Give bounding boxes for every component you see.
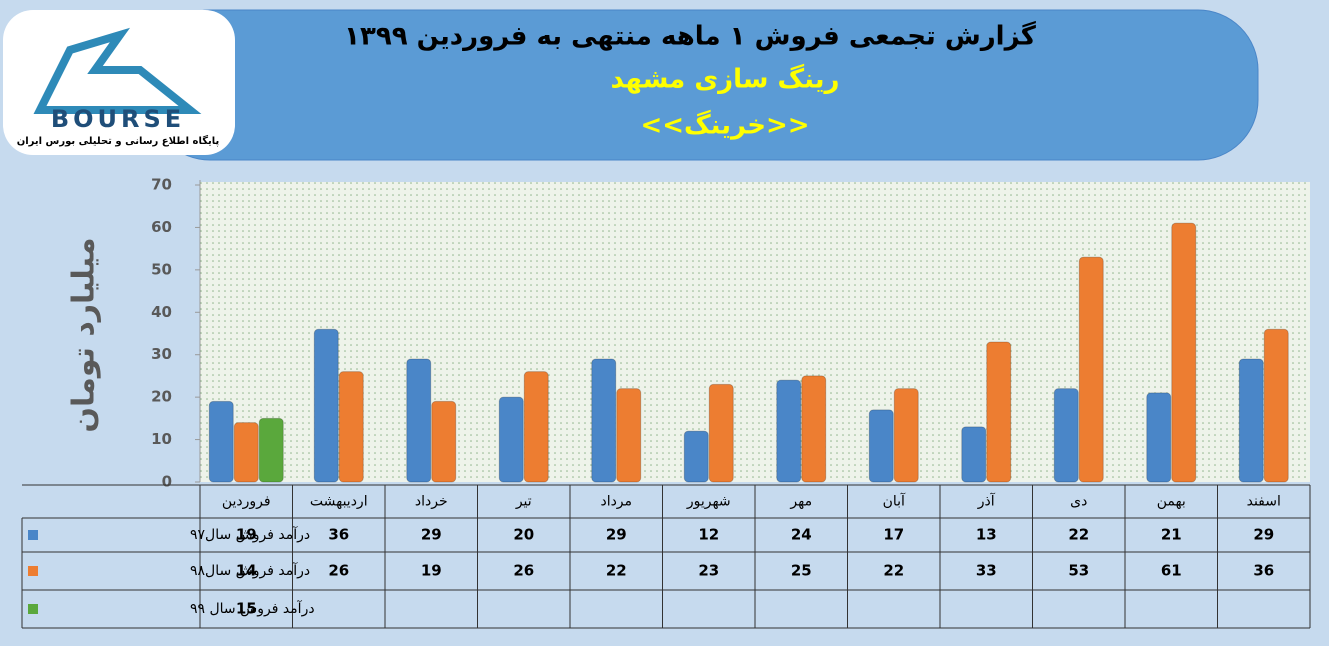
x-tick-label: آبان [883, 493, 906, 510]
table-value: 19 [236, 526, 257, 544]
legend-swatch [28, 604, 38, 614]
legend-swatch [28, 566, 38, 576]
bar [431, 400, 457, 483]
bar [776, 379, 802, 483]
x-tick-label: آذر [977, 493, 996, 510]
table-value: 19 [421, 562, 442, 580]
bar [591, 358, 617, 483]
x-tick-label: خرداد [415, 494, 448, 510]
table-value: 22 [1068, 526, 1089, 544]
bar [498, 396, 524, 483]
y-tick-label: 40 [151, 303, 172, 321]
x-tick-label: اسفند [1247, 494, 1281, 510]
table-value: 22 [606, 562, 627, 580]
table-value: 29 [1253, 526, 1274, 544]
x-tick-label: بهمن [1157, 494, 1186, 510]
legend-label: درآمد فروش سال۹۸ [190, 562, 310, 579]
bar [986, 341, 1012, 483]
bar [1146, 392, 1172, 483]
y-tick-label: 20 [151, 388, 172, 406]
y-tick-label: 10 [151, 430, 172, 448]
logo-text: BOURSE [51, 105, 185, 133]
x-tick-label: شهریور [686, 494, 731, 510]
bar [1053, 388, 1079, 483]
table-value: 15 [236, 600, 257, 618]
y-tick-label: 50 [151, 260, 172, 278]
table-value: 29 [606, 526, 627, 544]
table-value: 26 [513, 562, 534, 580]
y-tick-label: 30 [151, 345, 172, 363]
x-tick-label: دی [1070, 494, 1087, 510]
legend-label: درآمد فروش سال ۹۹ [190, 600, 315, 617]
x-tick-label: فروردین [222, 494, 271, 510]
bar [893, 388, 919, 483]
logo-mark [33, 27, 202, 114]
bar [258, 417, 284, 483]
table-value: 12 [698, 526, 719, 544]
table-value: 21 [1161, 526, 1182, 544]
y-tick-label: 60 [151, 218, 172, 236]
bar [208, 400, 234, 483]
legend-swatch [28, 530, 38, 540]
logo-box [3, 10, 235, 155]
bar [1263, 328, 1289, 483]
bar [801, 375, 827, 483]
x-tick-label: تیر [515, 494, 532, 510]
x-tick-label: مرداد [600, 494, 632, 510]
bar [523, 371, 549, 483]
table-value: 29 [421, 526, 442, 544]
y-axis-label: میلیارد تومان [67, 237, 102, 432]
bar [616, 388, 642, 483]
y-tick-label: 0 [162, 473, 172, 491]
bar [1238, 358, 1264, 483]
y-tick-label: 70 [151, 176, 172, 194]
table-value: 23 [698, 562, 719, 580]
table-value: 26 [328, 562, 349, 580]
bar [406, 358, 432, 483]
table-value: 25 [791, 562, 812, 580]
chart-subtitle: رینگ سازی مشهد [611, 64, 840, 95]
chart-title: گزارش تجمعی فروش ۱ ماهه منتهی به فروردین… [344, 21, 1037, 52]
table-value: 14 [236, 562, 257, 580]
table-value: 22 [883, 562, 904, 580]
table-value: 33 [976, 562, 997, 580]
bar [313, 328, 339, 483]
bar [1078, 256, 1104, 483]
table-value: 36 [328, 526, 349, 544]
table-value: 53 [1068, 562, 1089, 580]
x-tick-label: اردیبهشت [310, 494, 368, 510]
bar [338, 371, 364, 483]
table-value: 61 [1161, 562, 1182, 580]
table-value: 13 [976, 526, 997, 544]
logo-tagline: پایگاه اطلاع رسانی و تحلیلی بورس ایران [17, 134, 220, 147]
chart-symbol: <<خرینگ>> [640, 110, 809, 141]
table-value: 36 [1253, 562, 1274, 580]
bar [233, 422, 259, 483]
bar [708, 383, 734, 483]
table-value: 24 [791, 526, 812, 544]
table-value: 17 [883, 526, 904, 544]
bar [683, 430, 709, 483]
bar [868, 409, 894, 483]
plot-area [200, 182, 1310, 482]
x-tick-label: مهر [789, 494, 812, 510]
bar [961, 426, 987, 483]
bar [1171, 222, 1197, 483]
legend-label: درآمد فروش سال۹۷ [190, 526, 310, 543]
table-value: 20 [513, 526, 534, 544]
